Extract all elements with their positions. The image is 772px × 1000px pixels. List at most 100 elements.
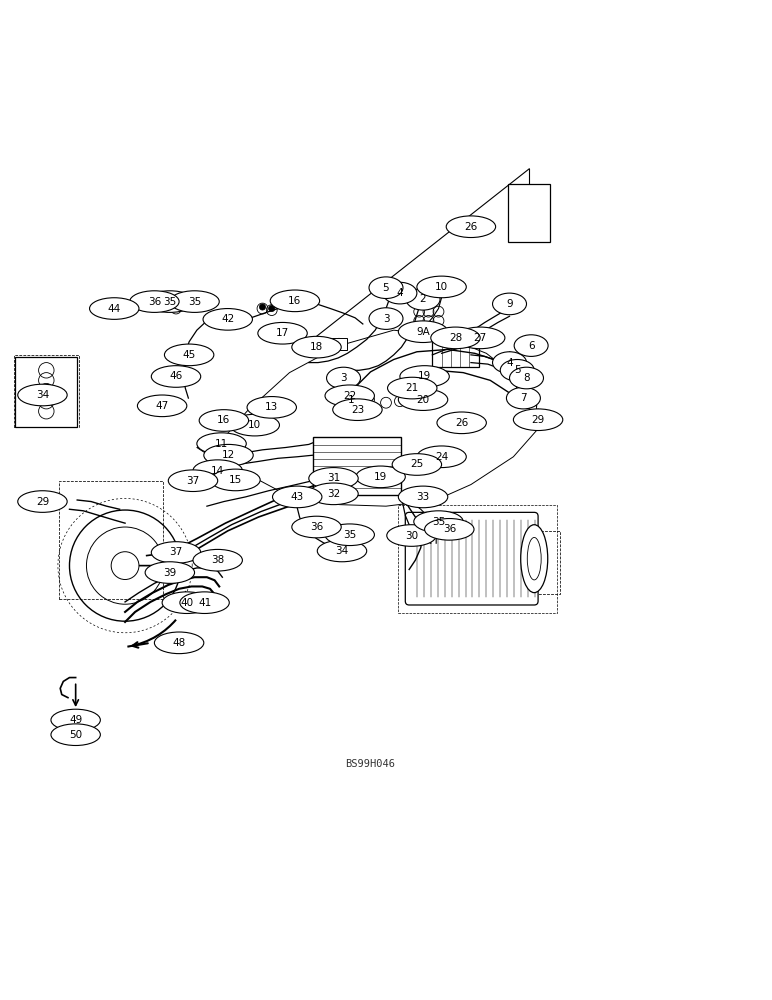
Ellipse shape: [500, 359, 534, 381]
Text: 37: 37: [186, 476, 200, 486]
Text: 34: 34: [335, 546, 349, 556]
Ellipse shape: [431, 327, 480, 349]
Text: 45: 45: [182, 350, 196, 360]
Ellipse shape: [406, 288, 440, 310]
Text: 40: 40: [180, 598, 194, 608]
Text: 31: 31: [327, 473, 340, 483]
Text: 9A: 9A: [416, 327, 430, 337]
Ellipse shape: [309, 468, 358, 489]
Bar: [207, 551, 224, 562]
Ellipse shape: [425, 519, 474, 540]
Text: 19: 19: [418, 371, 432, 381]
Bar: [323, 338, 347, 350]
Text: 3: 3: [340, 373, 347, 383]
Circle shape: [111, 552, 139, 580]
Ellipse shape: [154, 632, 204, 654]
Text: 49: 49: [69, 715, 83, 725]
Circle shape: [176, 300, 182, 306]
Ellipse shape: [414, 511, 463, 532]
Ellipse shape: [193, 460, 242, 481]
Ellipse shape: [446, 216, 496, 238]
FancyBboxPatch shape: [405, 512, 538, 605]
Text: 43: 43: [290, 492, 304, 502]
Ellipse shape: [51, 709, 100, 731]
Text: 24: 24: [435, 452, 449, 462]
Ellipse shape: [162, 592, 212, 613]
Text: 35: 35: [163, 297, 177, 307]
Text: 29: 29: [36, 497, 49, 507]
Ellipse shape: [392, 454, 442, 475]
Text: 22: 22: [343, 391, 357, 401]
Text: 4: 4: [397, 288, 403, 298]
Ellipse shape: [334, 389, 368, 410]
Ellipse shape: [270, 290, 320, 312]
Ellipse shape: [520, 525, 547, 593]
Bar: [275, 324, 296, 336]
Ellipse shape: [513, 409, 563, 431]
Ellipse shape: [292, 516, 341, 538]
Text: BS99H046: BS99H046: [346, 759, 395, 769]
Text: 7: 7: [520, 393, 527, 403]
Text: 27: 27: [473, 333, 487, 343]
Bar: [398, 505, 557, 613]
Ellipse shape: [273, 486, 322, 508]
Text: 12: 12: [222, 450, 235, 460]
Ellipse shape: [211, 469, 260, 491]
Ellipse shape: [309, 483, 358, 505]
Ellipse shape: [493, 293, 527, 315]
Text: 1: 1: [348, 395, 354, 405]
Ellipse shape: [369, 277, 403, 299]
Text: 2: 2: [420, 294, 426, 304]
Ellipse shape: [417, 446, 466, 468]
Text: 15: 15: [229, 475, 242, 485]
Text: 30: 30: [405, 531, 418, 541]
Ellipse shape: [398, 486, 448, 508]
Text: 32: 32: [327, 489, 340, 499]
Ellipse shape: [369, 308, 403, 329]
Text: 18: 18: [310, 342, 323, 352]
Ellipse shape: [170, 291, 219, 312]
Ellipse shape: [51, 724, 100, 745]
Text: 35: 35: [188, 297, 201, 307]
Ellipse shape: [145, 562, 195, 583]
Text: 36: 36: [442, 524, 456, 534]
Text: 48: 48: [172, 638, 186, 648]
Bar: [15, 357, 77, 427]
Text: 6: 6: [528, 341, 534, 351]
Text: 36: 36: [310, 522, 323, 532]
Text: 28: 28: [449, 333, 462, 343]
Ellipse shape: [333, 399, 382, 420]
Ellipse shape: [383, 282, 417, 304]
Text: 21: 21: [405, 383, 419, 393]
Ellipse shape: [230, 414, 279, 436]
Ellipse shape: [130, 291, 179, 312]
Circle shape: [269, 305, 275, 312]
Ellipse shape: [514, 335, 548, 356]
Bar: [313, 437, 401, 495]
Ellipse shape: [437, 412, 486, 434]
Ellipse shape: [193, 549, 242, 571]
Text: 33: 33: [416, 492, 430, 502]
Text: 16: 16: [288, 296, 302, 306]
Text: 34: 34: [36, 390, 49, 400]
Ellipse shape: [137, 395, 187, 417]
Ellipse shape: [325, 385, 374, 407]
Text: 4: 4: [506, 358, 513, 368]
Ellipse shape: [493, 352, 527, 373]
Text: 44: 44: [107, 304, 121, 314]
Text: 5: 5: [383, 283, 389, 293]
Ellipse shape: [258, 322, 307, 344]
Text: 19: 19: [374, 472, 388, 482]
Text: 10: 10: [435, 282, 449, 292]
Text: 39: 39: [163, 568, 177, 578]
Text: 20: 20: [416, 395, 430, 405]
Ellipse shape: [247, 397, 296, 418]
Ellipse shape: [387, 525, 436, 546]
Ellipse shape: [151, 542, 201, 563]
Ellipse shape: [180, 592, 229, 613]
Ellipse shape: [203, 309, 252, 330]
Text: 26: 26: [455, 418, 469, 428]
Ellipse shape: [510, 367, 543, 389]
Text: 16: 16: [217, 415, 231, 425]
Text: 38: 38: [211, 555, 225, 565]
